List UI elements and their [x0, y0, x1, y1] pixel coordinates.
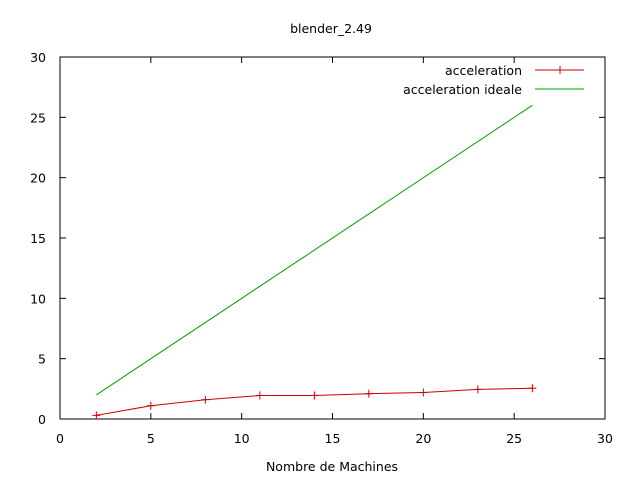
- data-point: [255, 391, 264, 400]
- legend-label: acceleration: [445, 63, 522, 78]
- chart-title: blender_2.49: [290, 21, 372, 36]
- legend-label: acceleration ideale: [403, 82, 522, 97]
- x-tick-label: 30: [597, 431, 613, 446]
- x-tick-label: 0: [56, 431, 64, 446]
- x-axis-label: Nombre de Machines: [266, 459, 398, 474]
- data-point: [419, 388, 428, 397]
- y-tick-label: 30: [30, 50, 46, 65]
- series-line: [96, 104, 533, 396]
- x-tick-label: 25: [506, 431, 522, 446]
- y-tick-label: 20: [30, 171, 46, 186]
- data-point: [201, 395, 210, 404]
- legend-marker: [556, 66, 564, 74]
- data-point: [364, 389, 373, 398]
- data-point: [473, 385, 482, 394]
- data-point: [92, 411, 101, 420]
- y-tick-label: 0: [38, 412, 46, 427]
- x-tick-label: 10: [234, 431, 250, 446]
- x-tick-labels: 0 5 10 15 20 25 30: [56, 431, 613, 446]
- x-tick-label: 15: [325, 431, 341, 446]
- x-tick-label: 5: [147, 431, 155, 446]
- series-acceleration-ideale: [96, 104, 533, 396]
- x-tick-label: 20: [415, 431, 431, 446]
- legend-item: acceleration: [445, 63, 584, 78]
- y-tick-label: 25: [30, 110, 46, 125]
- y-tick-labels: 0 5 10 15 20 25 30: [30, 50, 46, 427]
- y-tick-label: 10: [30, 291, 46, 306]
- y-tick-label: 5: [38, 352, 46, 367]
- series-layer: [92, 104, 537, 420]
- data-point: [146, 401, 155, 410]
- series-acceleration: [92, 384, 537, 420]
- data-point: [528, 384, 537, 393]
- legend: acceleration acceleration ideale: [403, 63, 584, 97]
- axis-ticks: [59, 56, 606, 420]
- data-point: [310, 391, 319, 400]
- legend-item: acceleration ideale: [403, 82, 584, 97]
- y-tick-label: 15: [30, 231, 46, 246]
